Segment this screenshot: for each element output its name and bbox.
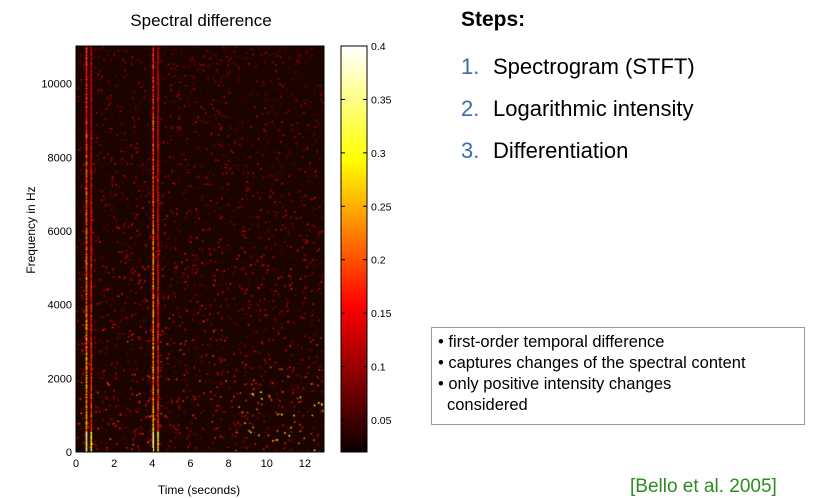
step-number: 2. — [461, 96, 480, 121]
x-tick-label: 12 — [299, 458, 311, 470]
x-tick-label: 6 — [187, 458, 193, 470]
y-axis: 0 2000 4000 6000 8000 10000 — [41, 79, 80, 459]
colorbar: 0.05 0.1 0.15 0.2 0.25 0.3 0.35 0.4 — [340, 41, 392, 453]
y-tick-label: 10000 — [41, 79, 72, 91]
colorbar-tick-label: 0.2 — [371, 255, 386, 267]
colorbar-tick-label: 0.15 — [371, 308, 392, 320]
step-number: 1. — [461, 54, 480, 79]
colorbar-tick-label: 0.4 — [371, 41, 386, 53]
y-tick-label: 8000 — [48, 152, 72, 164]
notes-box: • first-order temporal difference • capt… — [431, 327, 805, 425]
note-line: • captures changes of the spectral conte… — [438, 354, 746, 372]
note-line: considered — [447, 396, 528, 414]
colorbar-tick-label: 0.05 — [371, 415, 392, 427]
step-item: 2. Logarithmic intensity — [461, 94, 695, 136]
colorbar-tick-label: 0.1 — [371, 362, 386, 374]
y-tick-label: 6000 — [48, 226, 72, 238]
heatmap-cells — [76, 46, 324, 452]
x-tick-label: 10 — [261, 458, 273, 470]
step-item: 1. Spectrogram (STFT) — [461, 52, 695, 94]
plot-frame — [75, 45, 325, 453]
colorbar-gradient — [340, 45, 368, 453]
y-axis-label: Frequency in Hz — [24, 186, 38, 273]
spectrogram-heatmap — [75, 45, 325, 453]
colorbar-tick-label: 0.25 — [371, 201, 392, 213]
x-tick-label: 8 — [226, 458, 232, 470]
citation: [Bello et al. 2005] — [630, 476, 777, 497]
x-tick-label: 2 — [111, 458, 117, 470]
x-axis-label: Time (seconds) — [158, 483, 240, 497]
y-tick-label: 2000 — [48, 373, 72, 385]
x-tick-label: 0 — [73, 458, 79, 470]
note-line: • only positive intensity changes — [438, 375, 672, 393]
step-label: Differentiation — [493, 138, 629, 163]
colorbar-tick-label: 0.3 — [371, 148, 386, 160]
step-label: Logarithmic intensity — [493, 96, 694, 121]
colorbar-tick-label: 0.35 — [371, 94, 392, 106]
step-label: Spectrogram (STFT) — [493, 54, 695, 79]
x-tick-label: 4 — [149, 458, 155, 470]
steps-list: 1. Spectrogram (STFT) 2. Logarithmic inten… — [461, 52, 695, 178]
y-tick-label: 0 — [66, 447, 72, 459]
steps-title: Steps: — [461, 8, 526, 31]
x-axis: 0 2 4 6 8 10 12 — [73, 448, 311, 470]
step-number: 3. — [461, 138, 480, 163]
chart-title: Spectral difference — [130, 11, 271, 30]
step-item: 3. Differentiation — [461, 136, 695, 178]
y-tick-label: 4000 — [48, 300, 72, 312]
note-line: • first-order temporal difference — [438, 333, 665, 351]
